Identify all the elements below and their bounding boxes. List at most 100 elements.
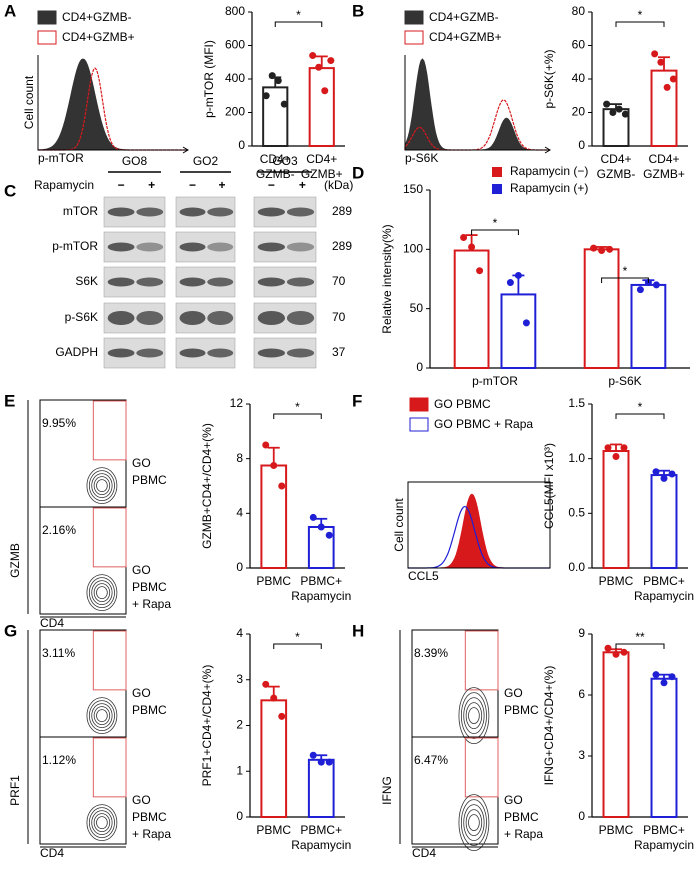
y-tick-label: 3 [236, 672, 243, 686]
y-tick-label: 0 [236, 809, 243, 823]
legend-swatch [409, 417, 429, 432]
x-tick-label: PBMC [599, 574, 634, 588]
blot-band [179, 348, 206, 358]
x-tick-label: PBMC [256, 574, 291, 588]
y-tick-label: 600 [225, 38, 245, 52]
x-axis-label: p-S6K [405, 151, 438, 165]
flow-contour [96, 816, 108, 829]
blot-band [207, 277, 234, 287]
x-tick-label: PBMC+ [300, 823, 342, 837]
blot-band [286, 242, 315, 252]
data-point [317, 758, 325, 766]
legend-label: GO PBMC + Rapa [434, 417, 533, 431]
significance-label: * [623, 264, 628, 278]
flow-gate-percent: 8.39% [414, 646, 448, 660]
panel-letter: H [352, 621, 364, 640]
blot-band [207, 242, 234, 252]
flow-contour [91, 810, 113, 835]
x-tick-label: GZMB- [256, 167, 295, 181]
bar [308, 67, 335, 147]
flow-x-label: CD4 [412, 846, 436, 860]
data-point [325, 531, 333, 539]
blot-size: 70 [332, 310, 346, 324]
y-tick-label: 1.0 [568, 451, 585, 465]
blot-band [179, 277, 206, 287]
x-tick-label: CD4+ [648, 152, 679, 166]
data-point [321, 87, 329, 95]
data-point [280, 100, 288, 108]
flow-gate [464, 737, 499, 798]
axis-arrow [182, 146, 189, 154]
x-tick-label: GZMB- [597, 167, 636, 181]
significance-label: * [296, 8, 301, 22]
y-tick-label: 4 [236, 506, 243, 520]
axis-arrow [544, 146, 551, 154]
panel-letter: D [352, 163, 364, 182]
histogram-axes [37, 55, 188, 151]
data-point [278, 712, 286, 720]
flow-contour [86, 574, 118, 611]
significance-bracket [615, 643, 665, 649]
y-tick-label: 150 [403, 182, 423, 196]
flow-x-label: CD4 [40, 616, 64, 630]
histogram-axes [404, 55, 550, 151]
blot-band [179, 242, 206, 252]
panel-letter: G [4, 621, 17, 640]
histogram-fill [404, 58, 550, 151]
blot-group: GO8 [122, 154, 148, 168]
flow-sample: GO [132, 793, 151, 807]
significance-bracket [601, 277, 649, 283]
y-tick-label: 0.0 [568, 560, 585, 574]
data-point [652, 468, 660, 476]
data-point [660, 679, 668, 687]
legend-swatch [404, 30, 424, 45]
x-tick-label: p-mTOR [472, 374, 518, 388]
flow-y-label: GZMB [8, 543, 22, 578]
blot-band [179, 311, 206, 325]
y-tick-label: 20 [572, 105, 586, 119]
y-tick-label: 3 [578, 748, 585, 762]
flow-gate-percent: 3.11% [42, 646, 75, 660]
y-tick-label: 1 [236, 763, 243, 777]
bar [602, 450, 630, 569]
data-point [315, 63, 323, 71]
flow-contour [86, 804, 118, 841]
flow-gate [92, 630, 127, 691]
y-tick-label: 0 [236, 560, 243, 574]
blot-row-label: GADPH [55, 345, 98, 359]
blot-band [136, 277, 164, 287]
data-point [262, 441, 270, 449]
data-point [274, 77, 282, 85]
blot-unit: (kDa) [324, 178, 353, 192]
blot-band [207, 348, 234, 358]
data-point [604, 644, 612, 652]
flow-contour [468, 707, 480, 724]
significance-label: * [638, 400, 643, 414]
flow-sample: + Rapa [504, 827, 543, 841]
blot-band [107, 311, 135, 325]
data-point [270, 694, 278, 702]
blot-size: 37 [332, 345, 346, 359]
blot-size: 70 [332, 274, 346, 288]
blot-group: GO2 [193, 154, 219, 168]
blot-band [286, 277, 315, 287]
blot-row-label: p-mTOR [52, 239, 98, 253]
flow-gate-percent: 1.12% [42, 753, 76, 767]
blot-band [257, 207, 285, 217]
bar [650, 69, 678, 147]
flow-contour [460, 692, 487, 739]
flow-contour [463, 804, 485, 841]
blot-band [286, 348, 315, 358]
x-axis-label: CCL5 [408, 569, 439, 583]
x-tick-label: Rapamycin [634, 838, 694, 852]
y-tick-label: 800 [225, 4, 245, 18]
flow-gate [92, 400, 127, 461]
blot-band [207, 311, 234, 325]
data-point [514, 271, 522, 279]
x-tick-label: p-S6K [608, 374, 641, 388]
flow-contour [93, 476, 111, 496]
blot-row-label: mTOR [63, 204, 98, 218]
panel-letter: E [4, 391, 15, 410]
flow-sample: GO [504, 686, 523, 700]
flow-sample: PBMC [504, 810, 539, 824]
